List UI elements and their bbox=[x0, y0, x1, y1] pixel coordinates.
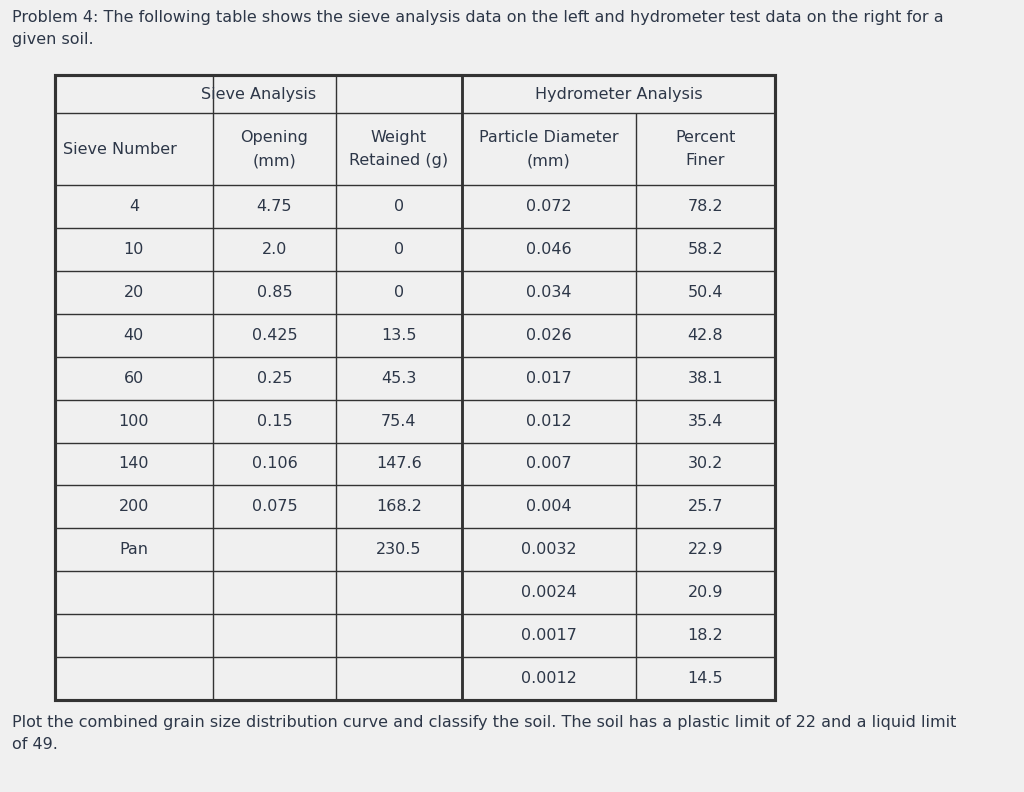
Text: 0.0032: 0.0032 bbox=[521, 543, 577, 558]
Text: 0.425: 0.425 bbox=[252, 328, 297, 343]
Text: 30.2: 30.2 bbox=[687, 456, 723, 471]
Text: 0.017: 0.017 bbox=[526, 371, 571, 386]
Text: Plot the combined grain size distribution curve and classify the soil. The soil : Plot the combined grain size distributio… bbox=[12, 715, 956, 752]
Text: Percent: Percent bbox=[675, 130, 735, 145]
Text: 0.0024: 0.0024 bbox=[521, 585, 577, 600]
Text: 0.004: 0.004 bbox=[526, 500, 571, 514]
Text: (mm): (mm) bbox=[526, 153, 570, 168]
Text: 0.075: 0.075 bbox=[252, 500, 297, 514]
Text: 40: 40 bbox=[124, 328, 144, 343]
Text: Hydrometer Analysis: Hydrometer Analysis bbox=[535, 86, 702, 101]
Text: 13.5: 13.5 bbox=[381, 328, 417, 343]
Text: 200: 200 bbox=[119, 500, 150, 514]
Bar bbox=[55, 75, 775, 700]
Text: 0.007: 0.007 bbox=[526, 456, 571, 471]
Text: 0.026: 0.026 bbox=[526, 328, 571, 343]
Text: Particle Diameter: Particle Diameter bbox=[479, 130, 618, 145]
Text: 100: 100 bbox=[119, 413, 150, 428]
Text: Weight: Weight bbox=[371, 130, 427, 145]
Text: 42.8: 42.8 bbox=[687, 328, 723, 343]
Text: 0.072: 0.072 bbox=[526, 199, 571, 214]
Text: 0.0017: 0.0017 bbox=[521, 628, 577, 643]
Text: 2.0: 2.0 bbox=[262, 242, 287, 257]
Text: 45.3: 45.3 bbox=[381, 371, 417, 386]
Text: 20: 20 bbox=[124, 285, 144, 300]
Text: 35.4: 35.4 bbox=[687, 413, 723, 428]
Text: 50.4: 50.4 bbox=[687, 285, 723, 300]
Text: (mm): (mm) bbox=[253, 153, 296, 168]
Text: 4: 4 bbox=[129, 199, 139, 214]
Text: 0.046: 0.046 bbox=[526, 242, 571, 257]
Text: 0: 0 bbox=[394, 199, 404, 214]
Text: 20.9: 20.9 bbox=[687, 585, 723, 600]
Text: Opening: Opening bbox=[241, 130, 308, 145]
Text: 14.5: 14.5 bbox=[687, 671, 723, 686]
Text: 0: 0 bbox=[394, 242, 404, 257]
Text: Sieve Number: Sieve Number bbox=[63, 142, 177, 157]
Text: 60: 60 bbox=[124, 371, 144, 386]
Text: 147.6: 147.6 bbox=[376, 456, 422, 471]
Text: 0.15: 0.15 bbox=[257, 413, 292, 428]
Text: Pan: Pan bbox=[120, 543, 148, 558]
Text: Problem 4: The following table shows the sieve analysis data on the left and hyd: Problem 4: The following table shows the… bbox=[12, 10, 944, 48]
Text: Finer: Finer bbox=[685, 153, 725, 168]
Text: 0.012: 0.012 bbox=[526, 413, 571, 428]
Text: 0.0012: 0.0012 bbox=[521, 671, 577, 686]
Text: Sieve Analysis: Sieve Analysis bbox=[201, 86, 316, 101]
Text: 78.2: 78.2 bbox=[687, 199, 723, 214]
Text: 4.75: 4.75 bbox=[257, 199, 292, 214]
Text: 230.5: 230.5 bbox=[376, 543, 422, 558]
Text: 140: 140 bbox=[119, 456, 150, 471]
Text: 10: 10 bbox=[124, 242, 144, 257]
Text: 25.7: 25.7 bbox=[687, 500, 723, 514]
Text: 58.2: 58.2 bbox=[687, 242, 723, 257]
Text: 0: 0 bbox=[394, 285, 404, 300]
Text: 168.2: 168.2 bbox=[376, 500, 422, 514]
Text: 18.2: 18.2 bbox=[687, 628, 723, 643]
Text: 0.25: 0.25 bbox=[257, 371, 292, 386]
Text: 38.1: 38.1 bbox=[687, 371, 723, 386]
Bar bbox=[55, 75, 775, 700]
Text: 0.034: 0.034 bbox=[526, 285, 571, 300]
Text: 22.9: 22.9 bbox=[687, 543, 723, 558]
Text: 0.106: 0.106 bbox=[252, 456, 297, 471]
Text: Retained (g): Retained (g) bbox=[349, 153, 449, 168]
Text: 75.4: 75.4 bbox=[381, 413, 417, 428]
Text: 0.85: 0.85 bbox=[257, 285, 292, 300]
